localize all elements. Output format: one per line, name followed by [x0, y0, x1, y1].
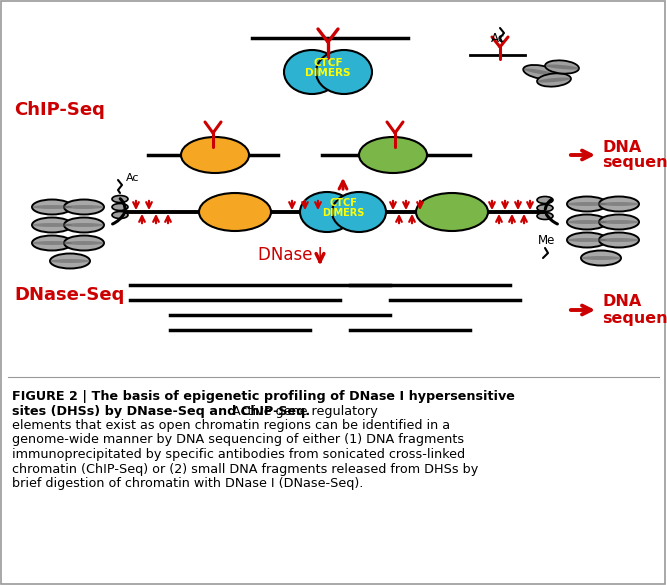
Ellipse shape [537, 197, 553, 204]
Text: Ac: Ac [491, 32, 505, 44]
Ellipse shape [332, 192, 386, 232]
Ellipse shape [545, 60, 579, 74]
Text: sequencing: sequencing [602, 156, 667, 170]
Text: ChIP-Seq: ChIP-Seq [14, 101, 105, 119]
Ellipse shape [523, 68, 557, 75]
Ellipse shape [599, 197, 639, 212]
Ellipse shape [32, 236, 72, 250]
Ellipse shape [537, 73, 571, 87]
Ellipse shape [581, 250, 621, 266]
Text: DNase I: DNase I [257, 246, 322, 264]
Ellipse shape [32, 218, 72, 232]
Ellipse shape [523, 65, 557, 79]
Text: Ac: Ac [126, 173, 139, 183]
Text: genome-wide manner by DNA sequencing of either (1) DNA fragments: genome-wide manner by DNA sequencing of … [12, 433, 464, 446]
Ellipse shape [581, 256, 621, 260]
Ellipse shape [112, 195, 128, 202]
Ellipse shape [112, 212, 128, 219]
Text: DNA: DNA [602, 294, 641, 309]
Ellipse shape [199, 193, 271, 231]
Ellipse shape [567, 238, 607, 242]
Text: FIGURE 2 | The basis of epigenetic profiling of DNase I hypersensitive: FIGURE 2 | The basis of epigenetic profi… [12, 390, 515, 403]
Ellipse shape [181, 137, 249, 173]
Ellipse shape [112, 204, 128, 211]
Text: elements that exist as open chromatin regions can be identified in a: elements that exist as open chromatin re… [12, 419, 450, 432]
Ellipse shape [567, 215, 607, 229]
Text: immunoprecipitated by specific antibodies from sonicated cross-linked: immunoprecipitated by specific antibodie… [12, 448, 465, 461]
Ellipse shape [284, 50, 340, 94]
Ellipse shape [50, 253, 90, 269]
Ellipse shape [567, 232, 607, 247]
Text: CTCF
DIMERS: CTCF DIMERS [321, 198, 364, 218]
Ellipse shape [300, 192, 354, 232]
Ellipse shape [537, 78, 571, 82]
Ellipse shape [32, 199, 72, 215]
Ellipse shape [64, 218, 104, 232]
Ellipse shape [316, 50, 372, 94]
Text: chromatin (ChIP-Seq) or (2) small DNA fragments released from DHSs by: chromatin (ChIP-Seq) or (2) small DNA fr… [12, 463, 478, 476]
Text: Me: Me [538, 233, 556, 246]
Ellipse shape [537, 205, 553, 212]
Ellipse shape [64, 205, 104, 209]
Ellipse shape [32, 241, 72, 245]
Ellipse shape [545, 64, 579, 70]
Text: brief digestion of chromatin with DNase I (DNase-Seq).: brief digestion of chromatin with DNase … [12, 477, 364, 490]
Ellipse shape [567, 220, 607, 224]
Ellipse shape [599, 232, 639, 247]
Ellipse shape [599, 215, 639, 229]
Ellipse shape [599, 238, 639, 242]
Text: Active gene regulatory: Active gene regulatory [229, 404, 378, 418]
Ellipse shape [64, 241, 104, 245]
Ellipse shape [599, 202, 639, 206]
Ellipse shape [64, 236, 104, 250]
Text: sequencing: sequencing [602, 311, 667, 325]
Text: CTCF
DIMERS: CTCF DIMERS [305, 57, 351, 78]
Ellipse shape [50, 259, 90, 263]
Ellipse shape [32, 205, 72, 209]
Text: DNA: DNA [602, 139, 641, 154]
Text: sites (DHSs) by DNase-Seq and ChIP-Seq.: sites (DHSs) by DNase-Seq and ChIP-Seq. [12, 404, 310, 418]
Ellipse shape [537, 212, 553, 219]
Ellipse shape [416, 193, 488, 231]
Ellipse shape [64, 199, 104, 215]
Ellipse shape [359, 137, 427, 173]
Text: DNase-Seq: DNase-Seq [14, 286, 124, 304]
Ellipse shape [32, 223, 72, 227]
Ellipse shape [599, 220, 639, 224]
Ellipse shape [64, 223, 104, 227]
Ellipse shape [567, 197, 607, 212]
Ellipse shape [567, 202, 607, 206]
